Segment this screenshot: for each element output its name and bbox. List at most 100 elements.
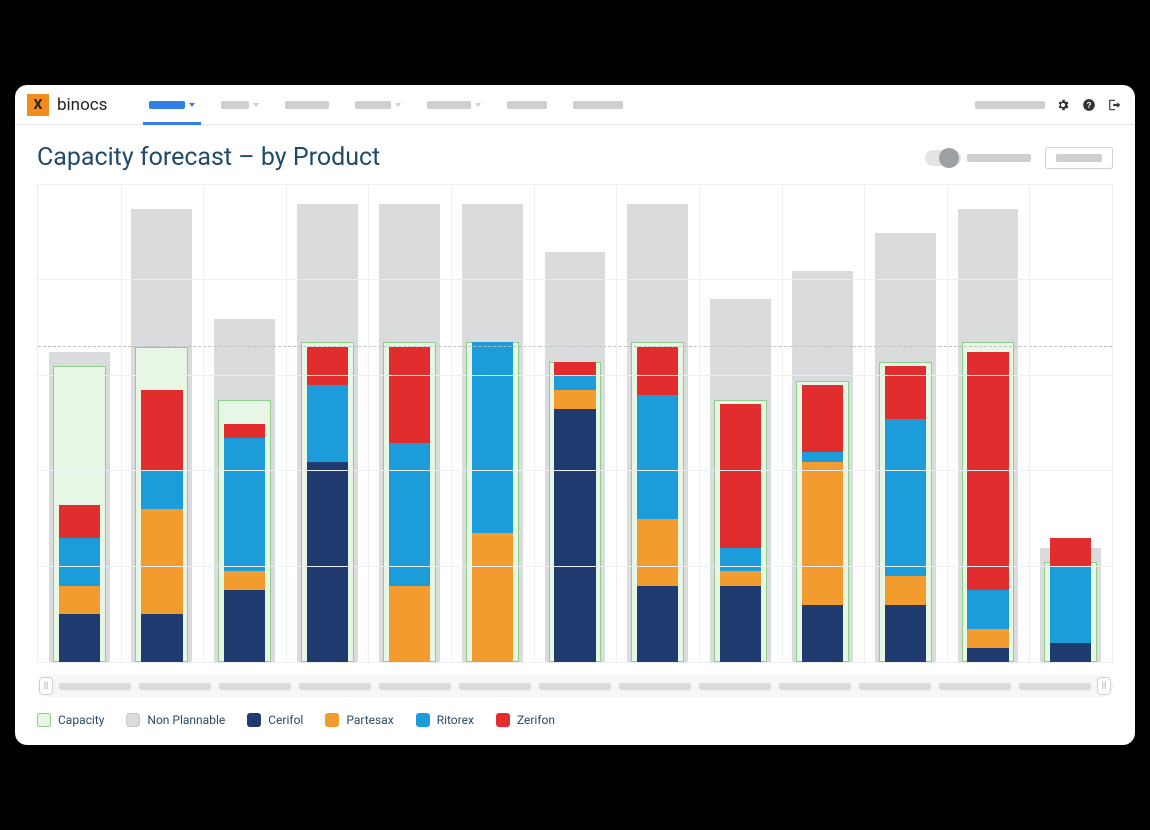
zerifon-segment [141, 390, 182, 471]
legend-swatch [325, 713, 339, 727]
bar-group[interactable] [549, 185, 602, 662]
bar-group[interactable] [714, 185, 767, 662]
product-stack [307, 347, 348, 662]
ritorex-segment [224, 438, 265, 572]
zerifon-segment [224, 424, 265, 438]
legend-item[interactable]: Capacity [37, 713, 104, 727]
scrub-handle-left[interactable]: || [39, 677, 53, 695]
nav-item-6[interactable] [573, 85, 623, 125]
chevron-down-icon [253, 103, 259, 107]
ritorex-segment [802, 452, 843, 462]
legend-item[interactable]: Ritorex [416, 713, 474, 727]
gridline [38, 279, 1112, 280]
chart-legend: Capacity Non Plannable Cerifol Partesax Rito… [15, 697, 1135, 745]
chart-column [781, 185, 864, 662]
scrub-tick [219, 683, 291, 690]
chart-column [203, 185, 286, 662]
nav-item-5[interactable] [507, 85, 547, 125]
gear-icon[interactable] [1055, 97, 1071, 113]
app-card: X binocs ? Capacity forecast – by Produc… [15, 85, 1135, 745]
chart-column [368, 185, 451, 662]
scrub-tick [139, 683, 211, 690]
page-header: Capacity forecast – by Product [15, 125, 1135, 180]
product-stack [472, 342, 513, 662]
gridline [38, 184, 1112, 185]
partesax-segment [224, 571, 265, 590]
legend-item[interactable]: Cerifol [247, 713, 303, 727]
cerifol-segment [554, 409, 595, 662]
bar-group[interactable] [962, 185, 1015, 662]
nav-item-label-placeholder [507, 101, 547, 109]
legend-label: Zerifon [517, 713, 555, 727]
header-action-button[interactable] [1045, 147, 1113, 169]
brand-logo: X [27, 94, 49, 116]
chart-area [15, 180, 1135, 663]
toggle-knob [939, 148, 959, 168]
bar-group[interactable] [796, 185, 849, 662]
product-stack [802, 385, 843, 662]
legend-label: Capacity [58, 713, 104, 727]
vgridline [1029, 185, 1030, 662]
chart-column [286, 185, 369, 662]
bar-group[interactable] [631, 185, 684, 662]
legend-item[interactable]: Non Plannable [126, 713, 225, 727]
nav-item-label-placeholder [221, 101, 249, 109]
nav-item-0[interactable] [149, 85, 195, 125]
cerifol-segment [967, 648, 1008, 662]
nav-item-2[interactable] [285, 85, 329, 125]
cerifol-segment [1050, 643, 1091, 662]
time-scrubber[interactable]: || || [37, 675, 1113, 697]
partesax-segment [554, 390, 595, 409]
partesax-segment [802, 462, 843, 605]
ritorex-segment [389, 443, 430, 586]
product-stack [141, 390, 182, 662]
scrub-handle-right[interactable]: || [1097, 677, 1111, 695]
product-stack [59, 505, 100, 662]
product-stack [637, 347, 678, 662]
logout-icon[interactable] [1107, 97, 1123, 113]
nav-item-3[interactable] [355, 85, 401, 125]
nav-item-label-placeholder [285, 101, 329, 109]
bar-group[interactable] [383, 185, 436, 662]
vgridline [699, 185, 700, 662]
scrub-tick [859, 683, 931, 690]
partesax-segment [472, 533, 513, 662]
vgridline [451, 185, 452, 662]
vgridline [616, 185, 617, 662]
gridline [38, 566, 1112, 567]
reference-line [38, 346, 1112, 347]
bar-group[interactable] [301, 185, 354, 662]
bar-group[interactable] [135, 185, 188, 662]
zerifon-segment [554, 362, 595, 376]
nav-item-label-placeholder [427, 101, 471, 109]
legend-item[interactable]: Partesax [325, 713, 393, 727]
nav-item-label-placeholder [149, 101, 185, 109]
zerifon-segment [720, 404, 761, 547]
scrub-tick [939, 683, 1011, 690]
bar-group[interactable] [466, 185, 519, 662]
bar-group[interactable] [53, 185, 106, 662]
view-toggle[interactable] [925, 150, 961, 166]
nav-item-label-placeholder [573, 101, 623, 109]
product-stack [224, 424, 265, 663]
scrub-tick [459, 683, 531, 690]
bar-group[interactable] [879, 185, 932, 662]
nav-item-1[interactable] [221, 85, 259, 125]
bar-group[interactable] [1044, 185, 1097, 662]
header-action-label-placeholder [1056, 154, 1102, 162]
legend-item[interactable]: Zerifon [496, 713, 555, 727]
capacity-chart [37, 184, 1113, 663]
nav-item-4[interactable] [427, 85, 481, 125]
partesax-segment [967, 629, 1008, 648]
chart-column [616, 185, 699, 662]
zerifon-segment [1050, 538, 1091, 567]
vgridline [286, 185, 287, 662]
zerifon-segment [637, 347, 678, 395]
chevron-down-icon [475, 103, 481, 107]
brand[interactable]: X binocs [27, 94, 107, 116]
legend-swatch [496, 713, 510, 727]
vgridline [947, 185, 948, 662]
legend-swatch [37, 713, 51, 727]
bar-group[interactable] [218, 185, 271, 662]
help-icon[interactable]: ? [1081, 97, 1097, 113]
